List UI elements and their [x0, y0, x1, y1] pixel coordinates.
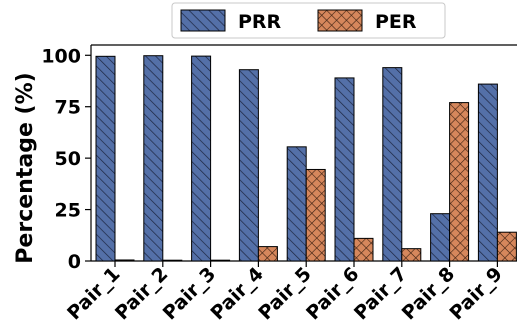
legend-swatch-prr [180, 9, 226, 32]
x-tick-label: Pair_9 [446, 263, 507, 324]
bar-prr [382, 67, 403, 262]
bar-prr [143, 55, 164, 262]
x-tick-label: Pair_7 [350, 263, 411, 324]
y-tick-label: 50 [55, 148, 81, 170]
legend: PRR PER [171, 2, 446, 39]
y-tick-label: 0 [68, 251, 81, 273]
bar-per [401, 248, 422, 262]
bar-prr [477, 83, 498, 262]
bar-per [162, 259, 183, 262]
plot-area: 0255075100Pair_1Pair_2Pair_3Pair_4Pair_5… [41, 44, 517, 324]
x-tick-label: Pair_4 [207, 263, 268, 324]
bar-prr [430, 213, 451, 262]
legend-swatch-per [317, 9, 363, 32]
x-tick-label: Pair_5 [254, 263, 315, 324]
legend-label-per: PER [375, 11, 417, 33]
bar-per [449, 102, 470, 262]
legend-frame [171, 2, 446, 39]
x-tick-label: Pair_8 [398, 263, 459, 324]
x-tick-label: Pair_2 [111, 263, 172, 324]
bar-per [305, 168, 326, 262]
bar-per [353, 237, 374, 262]
bar-prr [334, 77, 355, 262]
y-axis-label: Percentage (%) [13, 72, 38, 263]
x-tick-label: Pair_3 [159, 263, 220, 324]
bar-prr [191, 55, 212, 262]
bar-per [257, 246, 278, 262]
x-tick-label: Pair_6 [302, 263, 363, 324]
y-tick-label: 100 [41, 45, 81, 67]
bar-per [210, 259, 231, 262]
y-tick-label: 75 [55, 97, 81, 119]
bar-prr [286, 146, 307, 262]
bar-per [114, 259, 135, 262]
bar-prr [238, 69, 259, 262]
bar-prr [95, 55, 116, 262]
bar-per [496, 231, 517, 262]
legend-label-prr: PRR [238, 11, 282, 33]
y-tick-label: 25 [55, 200, 81, 222]
